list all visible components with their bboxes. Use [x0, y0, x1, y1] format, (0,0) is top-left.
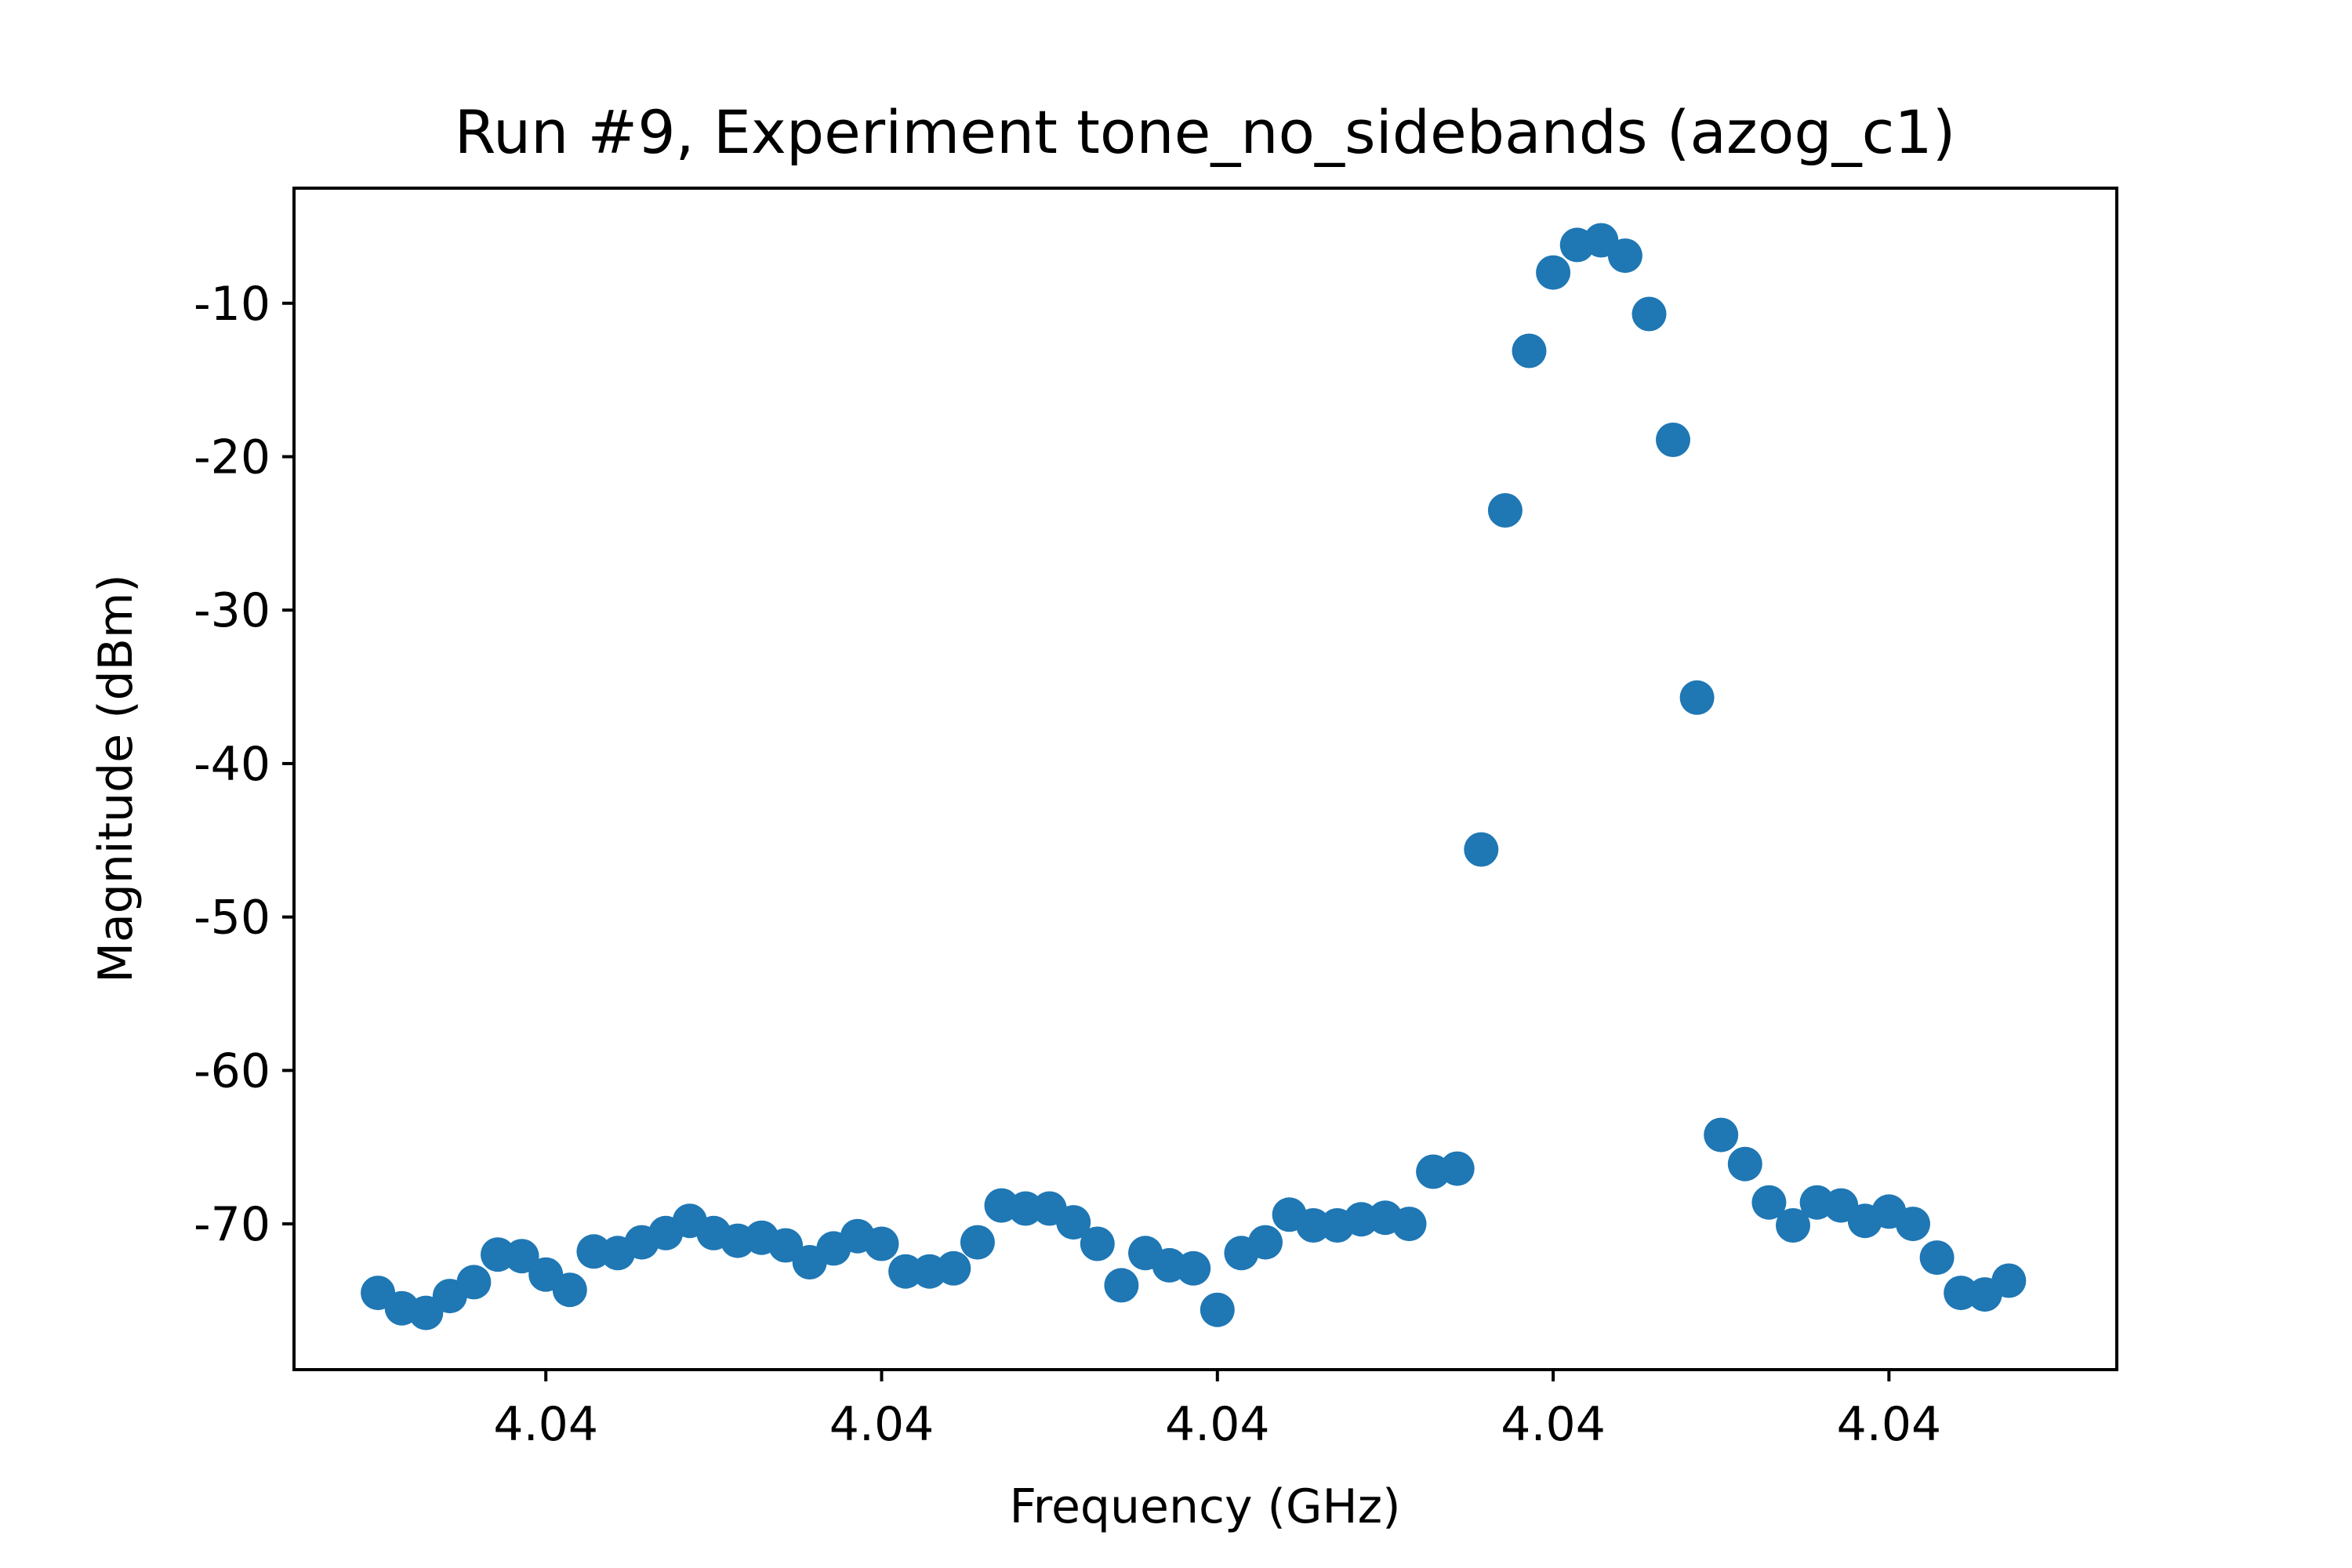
data-point: [1080, 1226, 1115, 1261]
data-point: [864, 1226, 899, 1261]
data-point: [1632, 296, 1667, 332]
plot-frame: [292, 187, 2118, 1371]
data-point: [1727, 1146, 1762, 1181]
data-point: [1200, 1292, 1235, 1327]
data-point: [1248, 1225, 1283, 1260]
y-axis-label: Magnitude (dBm): [89, 574, 143, 982]
data-point: [408, 1295, 444, 1330]
data-point: [1919, 1240, 1955, 1276]
data-point: [1392, 1207, 1427, 1242]
data-point: [1296, 1208, 1331, 1243]
data-point: [1008, 1191, 1044, 1226]
x-tick-label: 4.04: [1837, 1397, 1942, 1452]
data-point: [504, 1239, 539, 1274]
x-axis-label: Frequency (GHz): [1010, 1479, 1401, 1534]
data-point: [1704, 1117, 1739, 1152]
data-point: [1536, 255, 1571, 290]
data-point: [1104, 1268, 1139, 1303]
data-point: [888, 1254, 924, 1289]
data-point: [1896, 1207, 1930, 1242]
data-point: [960, 1225, 995, 1260]
y-tick-label: -60: [194, 1044, 270, 1098]
data-point: [1056, 1205, 1091, 1240]
y-tick-label: -40: [194, 737, 270, 792]
data-point: [1751, 1185, 1787, 1220]
data-point: [1991, 1263, 2027, 1298]
x-tick-label: 4.04: [1165, 1397, 1270, 1452]
x-axis: 4.04 4.04 4.04 4.04 4.04: [493, 1370, 1941, 1452]
data-point: [1607, 238, 1642, 274]
data-point: [936, 1250, 971, 1286]
data-point: [1176, 1250, 1211, 1286]
data-point: [768, 1228, 804, 1263]
data-point: [1776, 1208, 1810, 1243]
x-tick-label: 4.04: [829, 1397, 935, 1452]
data-point: [1487, 493, 1523, 528]
data-point: [456, 1265, 492, 1300]
data-point: [552, 1272, 587, 1308]
data-point: [1656, 423, 1690, 457]
y-tick-label: -70: [194, 1197, 270, 1252]
data-point: [1464, 832, 1499, 867]
y-tick-label: -10: [194, 277, 270, 332]
x-tick-label: 4.04: [493, 1397, 598, 1452]
y-tick-label: -20: [194, 430, 270, 485]
y-tick-label: -30: [194, 583, 270, 638]
data-points: [361, 223, 2027, 1330]
chart-title: Run #9, Experiment tone_no_sidebands (az…: [455, 97, 1956, 167]
y-axis: -10 -20 -30 -40 -50 -60 -70: [194, 277, 294, 1252]
data-point: [1679, 680, 1715, 715]
data-point: [1439, 1151, 1475, 1186]
data-point: [1512, 333, 1547, 368]
y-tick-label: -50: [194, 891, 270, 946]
x-tick-label: 4.04: [1501, 1397, 1606, 1452]
